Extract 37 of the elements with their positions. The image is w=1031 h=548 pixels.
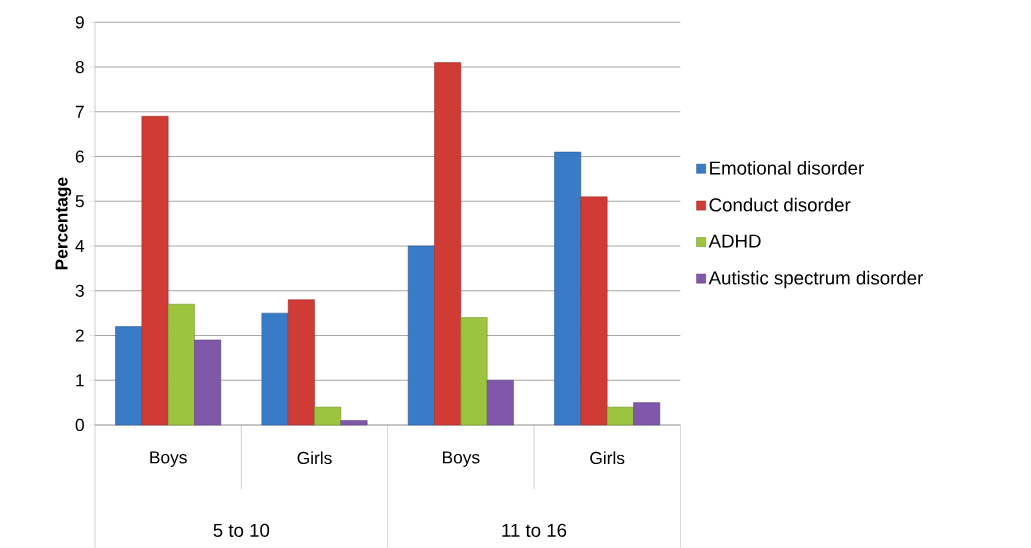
y-tick-label: 7 [75,105,84,118]
legend-label: ADHD [708,234,761,248]
y-tick-label: 4 [75,240,85,252]
text: 5 to 10 [213,523,270,537]
bar [194,339,222,426]
bar [141,116,169,426]
legend-label: Emotional disorder [710,160,864,175]
y-tick-label: 6 [75,150,84,163]
x-tick-label: Girls [297,451,332,465]
text: 11 to 16 [502,523,567,537]
bar [287,299,315,426]
x-tick-label: Boys [442,451,480,467]
x-tick-label: Boys [150,451,187,467]
bar [261,312,289,426]
bar [486,379,514,426]
legend-label: Autistic spectrum disorder [708,270,924,289]
y-tick-label: 8 [75,60,84,74]
x-tick-label: Girls [590,451,625,465]
y-tick-label: 3 [75,284,84,297]
bar [167,303,195,426]
bar [340,420,368,426]
bar [606,406,634,426]
bar [314,406,342,426]
bar [115,326,143,426]
bar [554,151,582,426]
y-tick-label: 5 [75,195,84,208]
bar [580,196,608,426]
legend-label: Conduct disorder [709,197,851,212]
y-tick-label: 1 [76,374,84,387]
bar [633,402,661,426]
y-tick-label: 9 [75,16,84,29]
y-tick-label: 0 [75,418,84,432]
bar [407,245,435,426]
bar [434,62,462,426]
y-tick-label: 2 [75,329,84,342]
bar [460,317,488,426]
y-axis-title: Percentage [55,177,72,270]
